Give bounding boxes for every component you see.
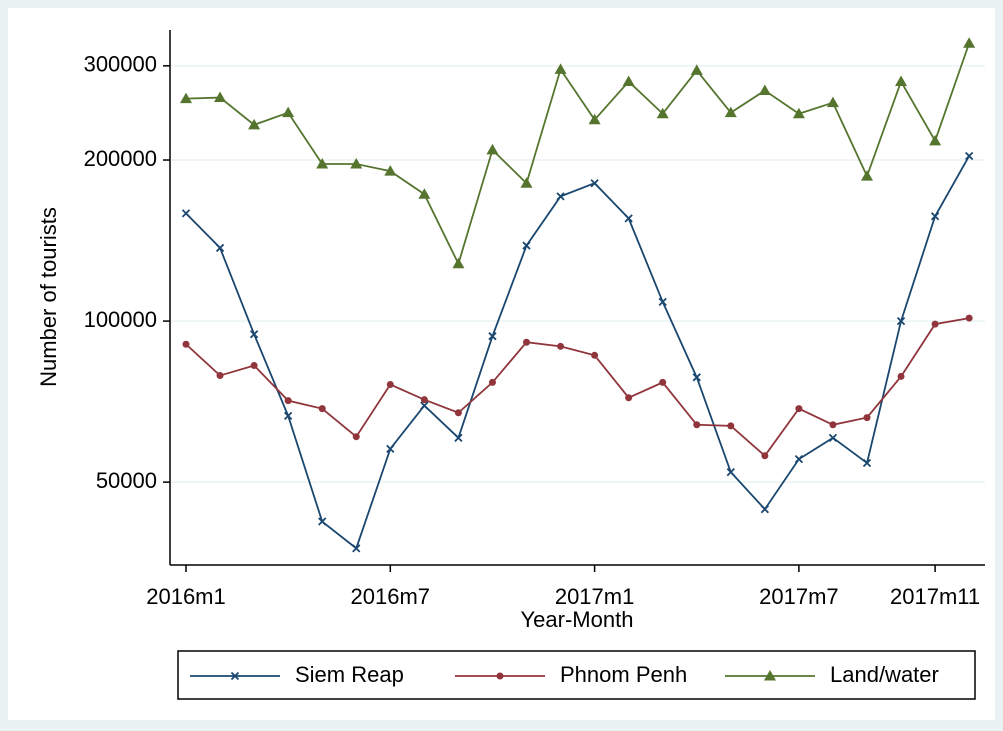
marker bbox=[454, 433, 463, 442]
marker bbox=[861, 170, 873, 181]
marker bbox=[965, 314, 973, 322]
marker bbox=[724, 106, 737, 118]
series-line bbox=[185, 317, 970, 458]
marker bbox=[316, 158, 329, 169]
marker bbox=[863, 414, 871, 422]
marker bbox=[726, 467, 735, 477]
marker bbox=[384, 165, 397, 176]
marker bbox=[554, 63, 567, 74]
marker bbox=[318, 405, 326, 413]
marker bbox=[418, 188, 431, 199]
marker bbox=[520, 177, 533, 188]
marker bbox=[826, 96, 839, 108]
marker bbox=[764, 670, 776, 681]
legend-label: Phnom Penh bbox=[560, 662, 687, 687]
x-tick-label: 2017m1 bbox=[555, 584, 635, 609]
marker bbox=[795, 405, 803, 413]
y-axis-title: Number of tourists bbox=[36, 207, 61, 387]
marker bbox=[761, 452, 769, 460]
x-axis-title: Year-Month bbox=[521, 607, 634, 632]
marker bbox=[284, 411, 293, 421]
marker bbox=[656, 107, 669, 119]
marker bbox=[488, 332, 497, 341]
marker bbox=[352, 544, 361, 553]
marker bbox=[488, 378, 496, 386]
marker bbox=[496, 672, 504, 680]
x-tick-label: 2017m7 bbox=[759, 584, 839, 609]
marker bbox=[758, 84, 771, 96]
marker bbox=[760, 505, 769, 514]
y-tick-label: 50000 bbox=[96, 468, 157, 493]
marker bbox=[792, 107, 805, 119]
marker bbox=[318, 517, 327, 526]
marker bbox=[523, 338, 530, 346]
y-tick-label: 200000 bbox=[84, 146, 157, 171]
marker bbox=[352, 433, 360, 441]
legend-label: Siem Reap bbox=[295, 662, 404, 687]
marker bbox=[693, 421, 701, 429]
series-line bbox=[185, 155, 970, 550]
marker bbox=[386, 381, 394, 389]
legend-label: Land/water bbox=[830, 662, 939, 687]
x-tick-label: 2016m7 bbox=[351, 584, 431, 609]
y-tick-label: 100000 bbox=[84, 307, 157, 332]
marker bbox=[895, 75, 908, 87]
marker bbox=[963, 37, 976, 48]
marker bbox=[556, 192, 565, 201]
marker bbox=[180, 92, 192, 104]
marker bbox=[182, 340, 190, 348]
x-tick-label: 2017m11 bbox=[890, 584, 980, 609]
marker bbox=[625, 394, 633, 402]
marker bbox=[591, 351, 599, 359]
marker bbox=[250, 361, 258, 369]
legend-box bbox=[177, 650, 976, 700]
marker bbox=[794, 455, 804, 464]
marker bbox=[862, 458, 872, 468]
marker bbox=[659, 378, 667, 386]
marker bbox=[452, 257, 465, 269]
marker bbox=[588, 113, 601, 125]
marker bbox=[624, 214, 633, 223]
marker bbox=[248, 118, 261, 130]
marker bbox=[692, 373, 701, 382]
plot-background bbox=[8, 8, 995, 720]
marker bbox=[690, 64, 703, 75]
series-line bbox=[185, 42, 970, 267]
marker bbox=[897, 372, 905, 380]
marker bbox=[386, 444, 395, 453]
marker bbox=[828, 433, 838, 442]
marker bbox=[622, 75, 635, 87]
marker bbox=[557, 342, 565, 350]
marker bbox=[249, 330, 259, 339]
x-tick-label: 2016m1 bbox=[146, 584, 226, 609]
marker bbox=[420, 401, 429, 410]
marker bbox=[230, 671, 240, 681]
marker bbox=[930, 212, 940, 221]
marker bbox=[350, 158, 363, 169]
marker bbox=[215, 243, 225, 253]
marker bbox=[181, 209, 191, 218]
marker bbox=[420, 396, 428, 404]
marker bbox=[896, 316, 906, 326]
marker bbox=[454, 409, 462, 417]
marker bbox=[590, 179, 599, 188]
marker bbox=[284, 397, 292, 405]
marker bbox=[282, 106, 295, 118]
marker bbox=[929, 134, 942, 146]
marker bbox=[522, 241, 531, 250]
marker bbox=[216, 372, 224, 380]
marker bbox=[214, 91, 227, 103]
y-tick-label: 300000 bbox=[84, 52, 157, 77]
marker bbox=[829, 421, 837, 429]
marker bbox=[965, 151, 974, 161]
marker bbox=[486, 143, 499, 155]
marker bbox=[727, 422, 735, 430]
marker bbox=[658, 297, 667, 307]
marker bbox=[931, 320, 939, 328]
